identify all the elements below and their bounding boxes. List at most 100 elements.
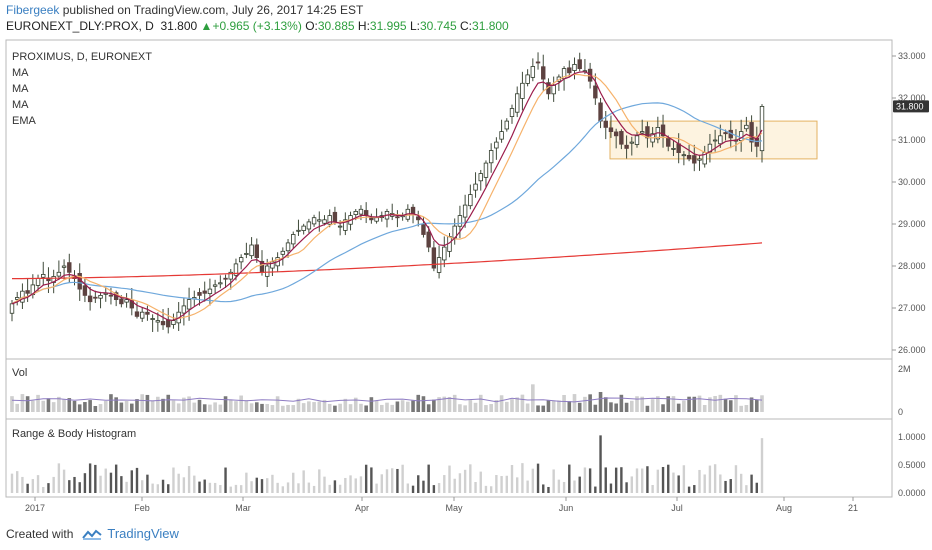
candle-body	[723, 132, 728, 135]
histogram-bar	[349, 475, 352, 493]
candle-body	[61, 265, 67, 268]
candle-body	[212, 284, 218, 287]
volume-bar	[484, 405, 488, 412]
histogram-bar	[750, 474, 753, 493]
histogram-bar	[406, 483, 410, 493]
histogram-bar	[604, 467, 607, 493]
candle-body	[9, 303, 15, 314]
histogram-bar	[687, 486, 691, 493]
candle-body	[426, 231, 431, 248]
volume-bar	[473, 402, 478, 412]
candle-body	[744, 124, 749, 130]
histogram-bar	[614, 467, 618, 493]
candle-body	[82, 285, 88, 296]
volume-tick-label: 0	[898, 407, 903, 417]
volume-bars	[10, 384, 764, 412]
histogram-bar	[521, 463, 524, 493]
histogram-bar	[208, 482, 212, 493]
candle-body	[738, 131, 744, 142]
open-label: O:	[305, 19, 318, 33]
candle-body	[223, 277, 228, 280]
histogram-bar	[417, 475, 420, 493]
candle-body	[395, 216, 400, 219]
volume-bar	[51, 402, 56, 412]
ma-slow-line	[12, 242, 763, 280]
histogram-bar	[52, 476, 55, 493]
candle-body	[504, 120, 509, 130]
candle-body	[181, 305, 187, 314]
candle-body	[509, 108, 515, 118]
volume-bar	[57, 396, 61, 412]
volume-bar	[619, 394, 624, 412]
volume-bar	[103, 400, 108, 412]
time-tick-label: Apr	[355, 503, 369, 513]
candle-body	[244, 252, 249, 255]
histogram-bar	[292, 472, 295, 493]
volume-bar	[583, 396, 587, 412]
volume-bar	[129, 403, 134, 412]
volume-bar	[697, 395, 702, 412]
volume-bar	[406, 401, 410, 412]
histogram-bar	[281, 486, 285, 493]
candle-body	[337, 225, 343, 228]
volume-bar	[343, 398, 348, 412]
price-tick-label: 26.000	[898, 345, 926, 355]
histogram-bar	[568, 464, 571, 493]
histogram-bar	[526, 480, 529, 493]
histogram-bar	[547, 486, 550, 493]
price-tick-label: 29.000	[898, 219, 926, 229]
volume-bar	[348, 404, 353, 412]
volume-bar	[520, 394, 525, 412]
candle-body	[155, 320, 161, 323]
histogram-tick-label: 0.0000	[898, 488, 926, 498]
histogram-bar	[99, 475, 102, 493]
candle-body	[692, 155, 697, 164]
volume-bar	[676, 403, 681, 412]
legend-ma-2: MA	[12, 83, 29, 95]
histogram-bar	[276, 482, 279, 493]
candle-body	[436, 257, 442, 273]
histogram-bar	[448, 465, 451, 493]
candle-body	[197, 292, 202, 296]
histogram-bar	[250, 481, 253, 493]
histogram-bar	[713, 464, 717, 493]
histogram-bar	[135, 467, 139, 493]
histogram-bar	[594, 486, 597, 493]
volume-bar	[20, 394, 25, 412]
histogram-bar	[411, 485, 415, 493]
volume-bar	[281, 405, 285, 412]
candle-body	[645, 126, 650, 139]
volume-bar	[400, 400, 405, 412]
candle-body	[431, 247, 437, 269]
tradingview-brand[interactable]: TradingView	[107, 526, 179, 541]
histogram-bar	[708, 465, 712, 493]
volume-bar	[41, 400, 46, 412]
volume-bar	[390, 404, 395, 412]
price-tick-label: 27.000	[898, 303, 926, 313]
histogram-bar	[437, 483, 441, 493]
histogram-bar	[463, 469, 467, 493]
histogram-bar	[495, 475, 498, 493]
histogram-bar	[198, 481, 201, 493]
author-link[interactable]: Fibergeek	[6, 3, 60, 17]
volume-bar	[437, 397, 441, 412]
time-tick-label: Mar	[235, 503, 251, 513]
last-price: 31.800	[160, 19, 198, 33]
volume-bar	[218, 404, 223, 412]
volume-bar	[317, 401, 322, 412]
volume-bar	[395, 401, 400, 412]
publish-line: Fibergeek published on TradingView.com, …	[6, 3, 363, 17]
volume-bar	[270, 405, 275, 412]
candle-body	[494, 141, 499, 149]
histogram-bar	[651, 485, 654, 493]
volume-bar	[442, 396, 447, 412]
histogram-bar	[401, 464, 404, 493]
volume-bar	[656, 396, 660, 412]
volume-bar	[525, 403, 530, 412]
high-value: 31.995	[369, 19, 407, 33]
histogram-bar	[396, 468, 399, 493]
histogram-bar	[312, 485, 316, 493]
histogram-bar	[620, 467, 623, 493]
volume-bar	[187, 396, 191, 412]
